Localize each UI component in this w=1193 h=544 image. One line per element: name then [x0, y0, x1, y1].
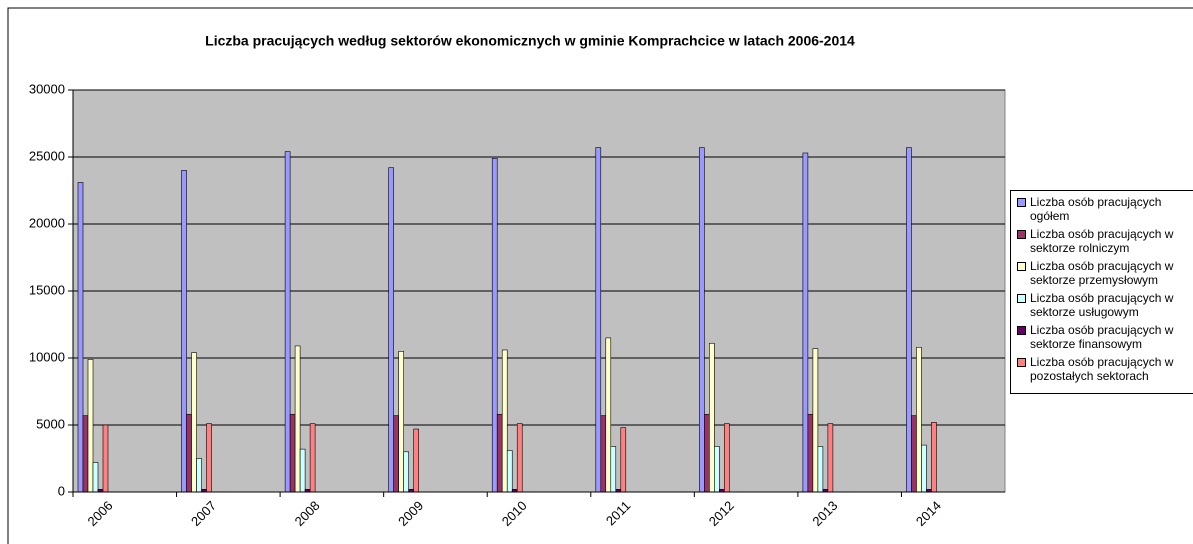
bar: [916, 346, 922, 493]
legend-label: Liczba osób pracujących w sektorze przem…: [1030, 259, 1174, 287]
legend-item: Liczba osób pracujących w sektorze finan…: [1017, 323, 1193, 351]
bar: [186, 413, 192, 493]
bar: [491, 158, 498, 493]
bar: [191, 352, 197, 493]
bar: [911, 415, 917, 493]
legend-swatch: [1017, 262, 1026, 271]
bar: [196, 458, 202, 493]
y-tick-label: 15000: [29, 282, 65, 297]
bar: [610, 446, 617, 493]
bar: [398, 350, 404, 493]
bar: [309, 423, 316, 493]
legend-item: Liczba osób pracujących w pozostałych se…: [1017, 355, 1193, 383]
bar: [289, 413, 296, 493]
legend-label: Liczba osób pracujących w sektorze usług…: [1030, 291, 1174, 319]
legend-item: Liczba osób pracujących w sektorze przem…: [1017, 259, 1193, 287]
legend-item: Liczba osób pracujących ogółem: [1017, 195, 1193, 223]
bar: [77, 182, 84, 493]
bar: [827, 423, 834, 493]
bar: [931, 422, 937, 493]
bar: [501, 349, 508, 493]
bar: [388, 167, 394, 493]
chart-title: Liczba pracujących według sektorów ekono…: [205, 33, 855, 49]
bar: [284, 151, 291, 493]
legend-swatch: [1017, 294, 1026, 303]
bar: [496, 413, 503, 493]
bar: [393, 415, 399, 493]
y-tick-label: 10000: [29, 349, 65, 364]
legend-label: Liczba osób pracujących w pozostałych se…: [1030, 355, 1174, 383]
bar: [620, 427, 627, 493]
bar: [817, 446, 824, 493]
bar: [807, 413, 814, 493]
bar: [714, 446, 720, 493]
bar: [102, 424, 109, 493]
bar: [724, 423, 730, 493]
bar: [506, 450, 513, 493]
bar: [87, 359, 94, 493]
y-tick-label: 5000: [36, 416, 65, 431]
legend-swatch: [1017, 358, 1026, 367]
bar: [704, 413, 710, 493]
legend-swatch: [1017, 198, 1026, 207]
bar: [921, 444, 927, 493]
bar: [92, 462, 99, 493]
legend: Liczba osób pracujących ogółem Liczba osó…: [1010, 190, 1193, 394]
bar: [82, 415, 89, 493]
bar: [516, 423, 523, 493]
bar: [403, 451, 409, 493]
bar: [413, 428, 419, 493]
y-tick-label: 20000: [29, 215, 65, 230]
bar: [605, 337, 612, 493]
bar: [600, 415, 607, 493]
bar: [906, 147, 912, 493]
bar: [802, 152, 809, 493]
bar: [709, 342, 715, 493]
legend-swatch: [1017, 230, 1026, 239]
bar: [699, 147, 705, 493]
bar: [595, 147, 602, 493]
bar: [181, 170, 187, 493]
bar: [206, 423, 212, 493]
legend-label: Liczba osób pracujących w sektorze rolni…: [1030, 227, 1174, 255]
legend-label: Liczba osób pracujących ogółem: [1030, 195, 1162, 223]
legend-swatch: [1017, 326, 1026, 335]
y-tick-label: 30000: [29, 81, 65, 96]
legend-item: Liczba osób pracujących w sektorze usług…: [1017, 291, 1193, 319]
legend-label: Liczba osób pracujących w sektorze finan…: [1030, 323, 1174, 351]
y-tick-label: 0: [58, 483, 65, 498]
bar: [299, 448, 306, 493]
y-tick-label: 25000: [29, 148, 65, 163]
bar: [812, 348, 819, 493]
bar: [294, 345, 301, 493]
legend-item: Liczba osób pracujących w sektorze rolni…: [1017, 227, 1193, 255]
